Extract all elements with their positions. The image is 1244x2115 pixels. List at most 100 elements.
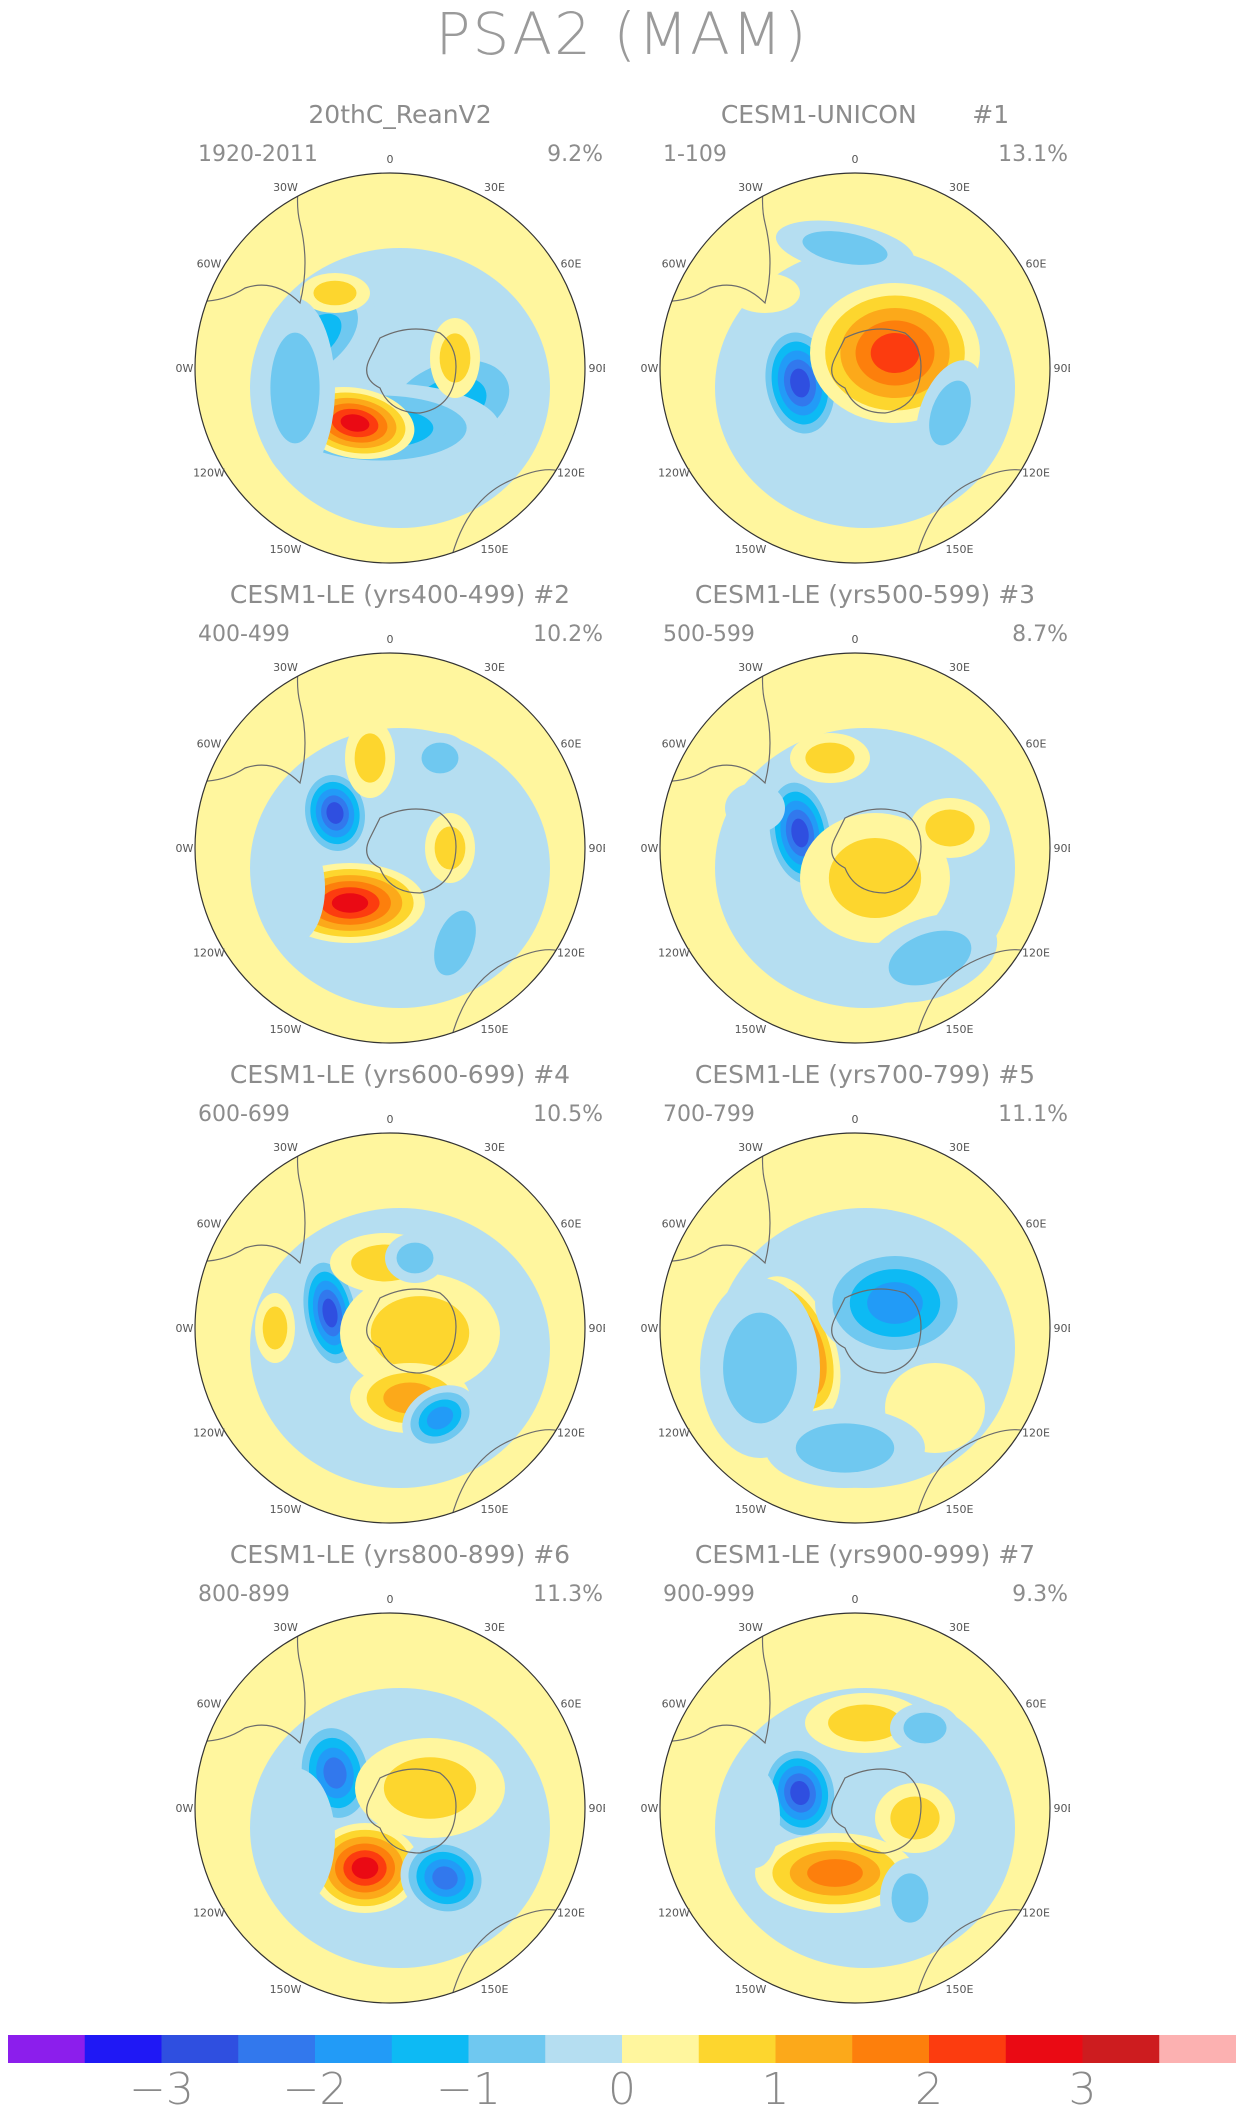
panel-variance: 11.1% [998,1102,1068,1127]
longitude-label: 30E [484,1141,505,1154]
longitude-label: 60E [1026,1218,1047,1231]
polar-map: 0 30E 60E 90E 120E 150E 180 150W 120W 90W 60W 30W [175,1113,605,1533]
longitude-label: 150W [270,543,302,556]
longitude-label: 120W [193,1907,225,1920]
anomaly-contour [434,826,466,870]
panel-title: CESM1-LE (yrs700-799) #5 [694,1060,1036,1089]
longitude-label: 30W [738,181,763,194]
longitude-label: 150E [481,543,509,556]
longitude-label: 120E [557,1907,585,1920]
longitude-label: 60W [197,258,222,271]
longitude-label: 120E [1022,1427,1050,1440]
panel-title: CESM1-LE (yrs800-899) #6 [229,1540,571,1569]
anomaly-contour [262,1306,288,1350]
anomaly-contour [867,1282,923,1324]
longitude-label: 150E [946,1503,974,1516]
longitude-label: 30E [484,181,505,194]
colorbar-swatch [1005,2035,1083,2063]
anomaly-contour [925,809,975,847]
longitude-label: 150W [270,1983,302,1996]
longitude-label: 180 [845,571,866,573]
colorbar-swatch [468,2035,546,2063]
panel-variance: 9.2% [547,142,603,167]
map-boundary [194,652,586,1044]
longitude-label: 60W [197,738,222,751]
anomaly-contour [802,231,888,265]
longitude-label: 90W [175,1802,194,1815]
longitude-label: 90E [589,1802,605,1815]
anomaly-contour [434,910,476,976]
longitude-label: 90E [589,362,605,375]
longitude-label: 150E [946,543,974,556]
longitude-label: 180 [845,2011,866,2013]
longitude-label: 150W [270,1503,302,1516]
longitude-label: 0 [852,1593,859,1606]
longitude-label: 120W [658,947,690,960]
longitude-label: 120E [557,947,585,960]
longitude-label: 30E [484,661,505,674]
anomaly-contour [326,802,344,824]
anomaly-contour [265,833,325,943]
panel-variance: 10.5% [533,1102,603,1127]
longitude-label: 60E [1026,258,1047,271]
longitude-label: 120E [557,467,585,480]
antarctica-coastline [831,1768,922,1854]
colorbar-tick-label: −1 [436,2064,501,2115]
anomaly-contour [351,1857,379,1879]
figure-title: PSA2 (MAM) [435,0,809,68]
colorbar-swatch [545,2035,623,2063]
colorbar-swatch [238,2035,316,2063]
anomaly-contour [383,1757,477,1819]
panel-title: CESM1-LE (yrs500-599) #3 [694,580,1036,609]
anomaly-contour [396,1242,434,1274]
longitude-label: 180 [380,1051,401,1053]
colorbar-swatch [315,2035,393,2063]
anomaly-contour [270,332,320,444]
anomaly-contour [313,280,357,306]
longitude-label: 180 [380,2011,401,2013]
colorbar-swatch [775,2035,853,2063]
longitude-label: 180 [845,1051,866,1053]
anomaly-contour [791,818,809,848]
longitude-label: 120E [1022,947,1050,960]
colorbar [8,2035,1236,2063]
colorbar-tick-label: −2 [282,2064,348,2115]
anomaly-contour [255,1768,335,1908]
longitude-label: 0 [387,153,394,166]
longitude-label: 90E [1054,1802,1070,1815]
anomaly-contour [730,1768,780,1868]
map-boundary [194,1612,586,2004]
anomaly-contour [432,1866,458,1890]
panel-variance: 9.3% [1012,1582,1068,1607]
longitude-label: 120W [658,1427,690,1440]
polar-map: 0 30E 60E 90E 120E 150E 180 150W 120W 90W 60W 30W [640,1593,1070,2013]
antarctica-coastline [831,1288,922,1374]
antarctica-coastline [831,328,922,414]
colorbar-swatch [161,2035,239,2063]
panel-years: 900-999 [663,1582,755,1607]
longitude-label: 30E [949,661,970,674]
panel-variance: 13.1% [998,142,1068,167]
longitude-label: 0 [852,153,859,166]
longitude-label: 150W [735,1503,767,1516]
anomaly-contour [891,1873,929,1923]
panel-years: 1920-2011 [198,142,318,167]
anomaly-contour [323,1757,347,1789]
map-panel: CESM1-LE (yrs500-599) #3 500-599 8.7% 0 30E 6… [640,580,1090,1055]
longitude-label: 60W [662,1698,687,1711]
panel-title: CESM1-LE (yrs400-499) #2 [229,580,571,609]
longitude-label: 30E [949,1141,970,1154]
longitude-label: 60E [561,1698,582,1711]
anomaly-contour [723,1312,797,1424]
longitude-label: 90W [175,1322,194,1335]
longitude-label: 180 [845,1531,866,1533]
longitude-label: 90W [640,1802,659,1815]
map-boundary [194,1132,586,1524]
anomaly-contour [322,1298,338,1328]
anomaly-contour [426,1406,454,1430]
anomaly-contour [795,1423,895,1473]
colorbar-tick-label: 0 [608,2064,636,2115]
longitude-label: 90E [1054,842,1070,855]
polar-map: 0 30E 60E 90E 120E 150E 180 150W 120W 90W 60W 30W [175,1593,605,2013]
longitude-label: 150E [946,1983,974,1996]
